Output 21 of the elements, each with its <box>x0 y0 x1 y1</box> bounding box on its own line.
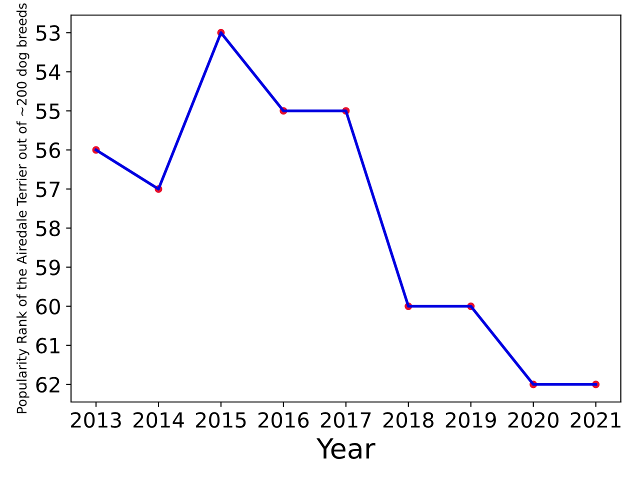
y-tick-label: 61 <box>36 338 60 354</box>
x-tick-label: 2016 <box>258 412 309 428</box>
x-tick-label: 2017 <box>320 412 371 428</box>
x-tick-label: 2021 <box>570 412 620 428</box>
y-tick-label: 53 <box>36 25 60 41</box>
x-tick-label: 2020 <box>508 412 558 428</box>
y-tick-label: 57 <box>36 182 60 198</box>
x-tick-label: 2014 <box>134 412 184 428</box>
y-tick-label: 59 <box>36 260 60 276</box>
x-tick-label: 2013 <box>71 412 121 428</box>
y-tick-label: 62 <box>36 376 60 393</box>
y-tick-label: 60 <box>36 298 60 314</box>
x-tick-label: 2018 <box>383 412 434 428</box>
y-tick-label: 54 <box>36 64 60 80</box>
y-tick-label: 56 <box>36 142 60 158</box>
x-tick-label: 2015 <box>196 412 246 428</box>
y-axis-title: Popularity Rank of the Airedale Terrier out of ~200 dog breeds <box>16 3 30 414</box>
x-tick-label: 2019 <box>446 412 496 428</box>
x-axis-title: Year <box>316 438 376 459</box>
y-tick-label: 55 <box>36 104 60 120</box>
y-tick-label: 58 <box>36 220 60 236</box>
